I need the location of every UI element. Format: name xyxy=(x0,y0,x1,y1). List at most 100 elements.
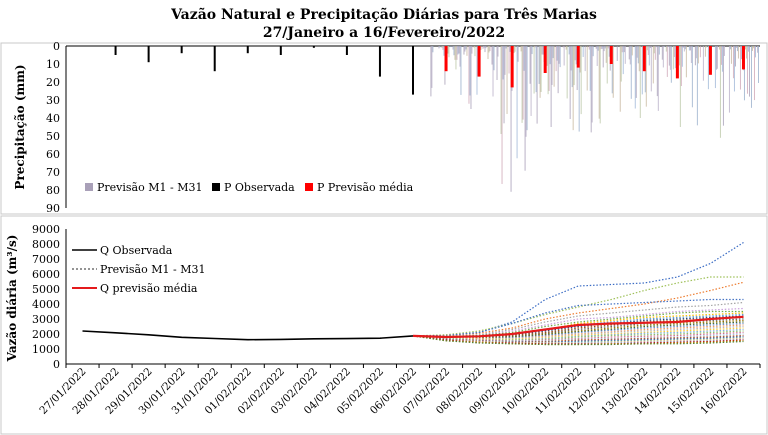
precip-member-bar xyxy=(608,46,610,57)
precip-member-bar xyxy=(516,46,518,159)
precip-member-bar xyxy=(733,46,735,92)
precip-member-bar xyxy=(743,46,745,101)
precip-member-bar xyxy=(745,46,747,59)
precip-member-bar xyxy=(569,46,571,120)
precip-member-bar xyxy=(723,46,725,56)
legend-label-q-members: Previsão M1 - M31 xyxy=(100,263,205,276)
discharge-y-tick-label: 1000 xyxy=(32,343,60,356)
precip-member-bar xyxy=(553,46,555,87)
precip-member-bar xyxy=(666,46,668,77)
precip-observed-bar xyxy=(213,46,216,72)
discharge-member-line xyxy=(412,324,744,340)
precip-member-bar xyxy=(737,46,739,59)
precip-member-bar xyxy=(460,46,462,95)
chart-title-line1: Vazão Natural e Precipitação Diárias par… xyxy=(170,6,597,23)
precip-member-bar xyxy=(730,46,732,64)
precip-member-bar xyxy=(751,46,753,51)
precip-member-bar xyxy=(466,46,468,56)
precip-member-bar xyxy=(672,46,674,70)
precip-member-bar xyxy=(661,46,663,60)
precip-member-bar xyxy=(531,46,533,55)
precip-y-tick-label: 90 xyxy=(46,202,60,215)
precip-member-bar xyxy=(649,46,651,48)
precip-member-bar xyxy=(534,46,536,48)
precip-member-bar xyxy=(574,46,576,61)
precip-member-bar xyxy=(656,46,658,97)
precip-member-bar xyxy=(628,46,630,60)
precip-member-bar xyxy=(722,46,724,126)
precip-member-bar xyxy=(556,46,558,61)
precip-member-bar xyxy=(616,46,618,61)
precip-member-bar xyxy=(657,46,659,111)
precip-member-bar xyxy=(654,46,656,60)
precip-y-axis-label: Precipitação (mm) xyxy=(13,64,27,189)
precip-member-bar xyxy=(622,46,624,75)
precip-member-bar xyxy=(655,46,657,48)
precip-member-bar xyxy=(542,46,544,55)
discharge-member-line xyxy=(412,318,744,339)
precip-member-bar xyxy=(568,46,570,55)
precip-member-bar xyxy=(488,46,490,53)
precip-member-bar xyxy=(740,46,742,60)
precip-member-bar xyxy=(652,46,654,84)
precip-member-bar xyxy=(696,46,698,126)
precip-member-bar xyxy=(558,46,560,64)
legend-label-members: Previsão M1 - M31 xyxy=(97,181,202,194)
precip-member-bar xyxy=(456,46,458,60)
precip-member-bar xyxy=(559,46,561,68)
precip-member-bar xyxy=(600,46,602,50)
precip-member-bar xyxy=(750,46,752,108)
precip-member-bar xyxy=(552,46,554,59)
precip-member-bar xyxy=(689,46,691,51)
precip-member-bar xyxy=(658,46,660,55)
precip-member-bar xyxy=(653,46,655,54)
precip-member-bar xyxy=(714,46,716,89)
precip-member-bar xyxy=(513,46,515,54)
precip-member-bar xyxy=(702,46,704,81)
precip-member-bar xyxy=(464,46,466,52)
precip-member-bar xyxy=(571,46,573,88)
discharge-member-line xyxy=(412,321,744,340)
discharge-member-line xyxy=(412,315,744,338)
precip-member-bar xyxy=(520,46,522,52)
precip-member-bar xyxy=(582,46,584,57)
precip-member-bar xyxy=(739,46,741,90)
precip-member-bar xyxy=(645,46,647,107)
discharge-y-tick-label: 7000 xyxy=(32,253,60,266)
precip-member-bar xyxy=(565,46,567,50)
discharge-legend: Q Observada Previsão M1 - M31 Q previsão… xyxy=(72,244,205,295)
precip-member-bar xyxy=(497,46,499,57)
precip-member-bar xyxy=(665,46,667,52)
precip-member-bar xyxy=(452,46,454,50)
discharge-member-line xyxy=(412,241,744,337)
discharge-y-tick-label: 3000 xyxy=(32,313,60,326)
precip-member-bar xyxy=(468,46,470,104)
precip-member-bar xyxy=(607,46,609,49)
precip-member-bar xyxy=(612,46,614,98)
precip-member-bar xyxy=(754,46,756,58)
discharge-y-tick-label: 2000 xyxy=(32,328,60,341)
precip-member-bar xyxy=(588,46,590,50)
discharge-member-line xyxy=(412,310,744,337)
precip-member-bar xyxy=(508,46,510,74)
precip-member-bar xyxy=(669,46,671,70)
precip-member-bar xyxy=(746,46,748,94)
discharge-member-line xyxy=(412,276,744,337)
precip-member-bar xyxy=(641,46,643,95)
precip-member-bar xyxy=(624,46,626,64)
discharge-member-line xyxy=(412,319,744,339)
precip-member-bar xyxy=(503,46,505,124)
precip-member-bar xyxy=(529,46,531,84)
legend-label-q-mean: Q previsão média xyxy=(100,282,198,295)
discharge-y-tick-label: 6000 xyxy=(32,268,60,281)
precip-member-bar xyxy=(540,46,542,92)
discharge-member-line xyxy=(412,301,744,337)
precip-member-bar xyxy=(487,46,489,60)
precip-member-bar xyxy=(473,46,475,48)
precip-observed-bar xyxy=(147,46,150,63)
discharge-mean-line xyxy=(412,315,744,339)
precip-y-tick-label: 70 xyxy=(46,166,60,179)
precip-member-bar xyxy=(485,46,487,49)
discharge-observed-line xyxy=(82,330,414,341)
